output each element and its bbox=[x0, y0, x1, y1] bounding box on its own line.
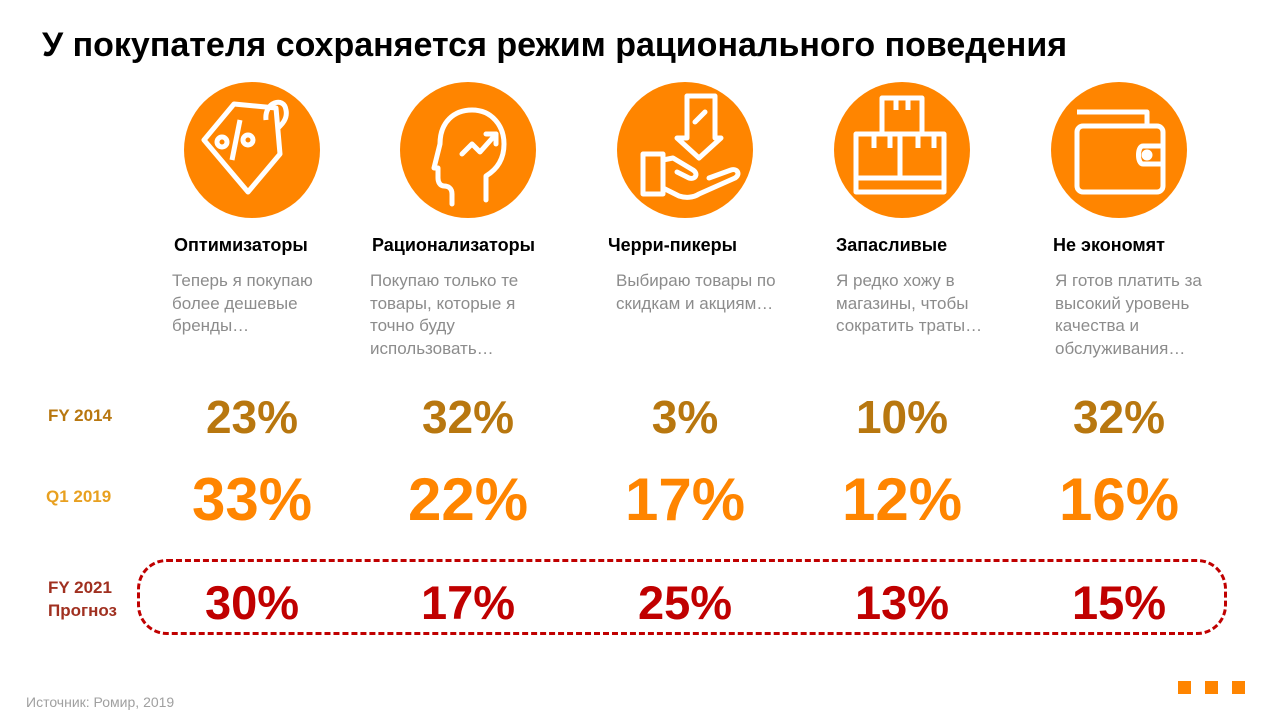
segment-description: Покупаю только те товары, которые я точн… bbox=[370, 271, 519, 358]
value-row3-col5: 15% bbox=[1071, 576, 1167, 629]
value-row3-col3: 25% bbox=[637, 576, 733, 629]
segment-name: Черри-пикеры bbox=[608, 235, 738, 255]
value-row3-col1: 30% bbox=[204, 576, 300, 629]
value-row3-col4: 13% bbox=[854, 576, 950, 629]
forecast-highlight-box bbox=[137, 559, 1227, 635]
value-row1-col1: 23% bbox=[205, 391, 299, 443]
value-row2-col2: 22% bbox=[407, 466, 529, 533]
boxes-icon bbox=[834, 82, 970, 218]
wallet-icon bbox=[1051, 82, 1187, 218]
segment-description: Выбираю товары по скидкам и акциям… bbox=[616, 271, 776, 313]
decor-dot bbox=[1178, 681, 1191, 694]
value-row1-col4: 10% bbox=[855, 391, 949, 443]
segment-description: Я редко хожу в магазины, чтобы сократить… bbox=[836, 271, 983, 335]
value-row2-col1: 33% bbox=[191, 466, 313, 533]
source-note: Источник: Ромир, 2019 bbox=[26, 694, 175, 710]
value-row3-col2: 17% bbox=[420, 576, 516, 629]
row-label-fy2021-year: FY 2021 bbox=[48, 578, 112, 597]
head-growth-icon bbox=[400, 82, 536, 218]
value-row2-col4: 12% bbox=[841, 466, 963, 533]
row-label-fy2021-forecast: Прогноз bbox=[48, 601, 117, 620]
row-label-fy2021: FY 2021 Прогноз bbox=[48, 576, 117, 622]
segment-name: Оптимизаторы bbox=[174, 235, 308, 255]
segment-name: Рационализаторы bbox=[372, 235, 535, 255]
page-title: У покупателя сохраняется режим рациональ… bbox=[42, 26, 1068, 64]
segment-description: Теперь я покупаю более дешевые бренды… bbox=[172, 271, 313, 335]
hand-discount-icon bbox=[617, 82, 753, 218]
value-row1-col2: 32% bbox=[421, 391, 515, 443]
segment-name: Не экономят bbox=[1053, 235, 1165, 255]
decor-dot bbox=[1205, 681, 1218, 694]
value-row2-col3: 17% bbox=[624, 466, 746, 533]
value-row2-col5: 16% bbox=[1058, 466, 1180, 533]
decor-dot bbox=[1232, 681, 1245, 694]
value-row1-col5: 32% bbox=[1072, 391, 1166, 443]
segment-name: Запасливые bbox=[836, 235, 948, 255]
price-tag-percent-icon bbox=[184, 82, 320, 218]
row-label-q12019: Q1 2019 bbox=[46, 487, 112, 506]
value-row1-col3: 3% bbox=[651, 391, 719, 443]
row-label-fy2014: FY 2014 bbox=[48, 406, 112, 425]
segment-description: Я готов платить за высокий уровень качес… bbox=[1055, 271, 1202, 358]
